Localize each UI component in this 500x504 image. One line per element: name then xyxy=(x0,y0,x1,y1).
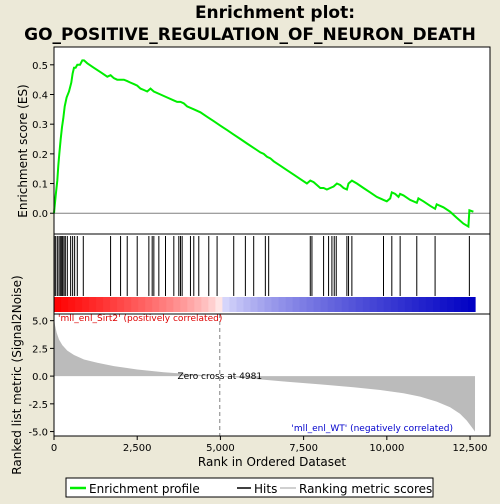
color-bar-segment xyxy=(194,297,202,312)
color-bar-segment xyxy=(383,297,392,312)
x-tick-label: 0 xyxy=(51,443,57,454)
metric-y-axis-label: Ranked list metric (Signal2Noise) xyxy=(10,275,24,474)
metric-y-tick-label: 2.5 xyxy=(32,344,48,355)
color-bar-segment xyxy=(229,297,238,312)
es-y-tick-label: 0.1 xyxy=(32,180,48,191)
color-bar-segment xyxy=(320,297,329,312)
color-bar-segment xyxy=(243,297,252,312)
color-bar-segment xyxy=(376,297,385,312)
metric-y-tick-label: -2.5 xyxy=(28,400,48,411)
enrichment-profile-line xyxy=(53,59,474,229)
metric-y-tick-label: 0.0 xyxy=(32,372,48,383)
color-bar-segment xyxy=(215,297,224,312)
legend-enrichment-label: Enrichment profile xyxy=(89,482,200,496)
x-axis-label: Rank in Ordered Dataset xyxy=(198,455,346,469)
color-bar-segment xyxy=(236,297,245,312)
color-bar-segment xyxy=(201,297,209,312)
metric-y-tick-label: 5.0 xyxy=(32,317,48,328)
x-tick-label: 2,500 xyxy=(123,443,152,454)
es-panel xyxy=(54,47,490,234)
color-bar-segment xyxy=(110,297,118,312)
es-y-tick-label: 0.4 xyxy=(32,90,48,101)
color-bar-segment xyxy=(173,297,181,312)
color-bar-segment xyxy=(369,297,378,312)
color-bar-segment xyxy=(397,297,406,312)
color-bar-segment xyxy=(250,297,259,312)
x-tick-label: 12,500 xyxy=(453,443,488,454)
x-tick-label: 10,000 xyxy=(369,443,404,454)
chart-title-line2: GO_POSITIVE_REGULATION_OF_NEURON_DEATH xyxy=(24,25,476,45)
color-bar-segment xyxy=(439,297,448,312)
x-tick-label: 7,500 xyxy=(289,443,318,454)
color-bar-segment xyxy=(89,297,97,312)
color-bar-segment xyxy=(390,297,399,312)
es-y-tick-label: 0.2 xyxy=(32,150,48,161)
color-bar-segment xyxy=(208,297,216,312)
color-bar-segment xyxy=(292,297,301,312)
color-bar-segment xyxy=(271,297,280,312)
color-bar-segment xyxy=(145,297,153,312)
es-y-axis: 0.0 0.1 0.2 0.3 0.4 0.5 xyxy=(32,61,54,220)
color-bar-segment xyxy=(222,297,231,312)
color-bar-segment xyxy=(460,297,469,312)
metric-y-tick-label: -5.0 xyxy=(28,428,48,439)
color-bar-segment xyxy=(327,297,336,312)
color-bar-segment xyxy=(362,297,371,312)
metric-y-axis: -5.0 -2.5 0.0 2.5 5.0 xyxy=(28,317,54,439)
es-y-tick-label: 0.5 xyxy=(32,61,48,72)
color-bar-segment xyxy=(264,297,273,312)
color-bar-segment xyxy=(313,297,322,312)
color-bar-segment xyxy=(468,297,476,312)
color-bar-segment xyxy=(138,297,146,312)
color-bar-segment xyxy=(278,297,287,312)
legend-hits-label: Hits xyxy=(254,482,277,496)
ranking-metric-area xyxy=(54,318,476,432)
color-bar-segment xyxy=(131,297,139,312)
color-bar-segment xyxy=(285,297,294,312)
color-bar-segment xyxy=(96,297,104,312)
color-bar-segment xyxy=(299,297,308,312)
color-bar-segment xyxy=(341,297,350,312)
x-tick-label: 5,000 xyxy=(206,443,235,454)
color-bar-segment xyxy=(453,297,462,312)
metric-panel-border xyxy=(53,313,491,437)
ranking-color-bar xyxy=(54,297,476,312)
color-bar-segment xyxy=(124,297,132,312)
color-bar-segment xyxy=(404,297,413,312)
color-bar-segment xyxy=(355,297,364,312)
color-bar-segment xyxy=(68,297,76,312)
color-bar-segment xyxy=(306,297,315,312)
color-bar-segment xyxy=(334,297,343,312)
es-y-tick-label: 0.3 xyxy=(32,120,48,131)
negative-correlation-label: 'mll_enl_WT' (negatively correlated) xyxy=(291,424,453,434)
es-y-axis-label: Enrichment score (ES) xyxy=(16,84,30,217)
positive-correlation-label: 'mll_enl_Sirt2' (positively correlated) xyxy=(58,314,222,324)
legend-metric-label: Ranking metric scores xyxy=(299,482,432,496)
x-axis: 0 2,500 5,000 7,500 10,000 12,500 xyxy=(51,436,488,454)
color-bar-segment xyxy=(103,297,111,312)
color-bar-segment xyxy=(187,297,195,312)
color-bar-segment xyxy=(418,297,427,312)
color-bar-segment xyxy=(180,297,188,312)
chart-title-line1: Enrichment plot: xyxy=(195,3,355,23)
color-bar-segment xyxy=(166,297,174,312)
color-bar-segment xyxy=(446,297,455,312)
color-bar-segment xyxy=(348,297,357,312)
color-bar-segment xyxy=(425,297,434,312)
color-bar-segment xyxy=(75,297,83,312)
color-bar-segment xyxy=(82,297,90,312)
color-bar-segment xyxy=(61,297,69,312)
zero-cross-label: Zero cross at 4981 xyxy=(177,372,262,382)
color-bar-segment xyxy=(159,297,167,312)
color-bar-segment xyxy=(257,297,266,312)
es-y-tick-label: 0.0 xyxy=(32,209,48,220)
color-bar-segment xyxy=(411,297,420,312)
color-bar-segment xyxy=(54,297,62,312)
color-bar-segment xyxy=(152,297,160,312)
color-bar-segment xyxy=(117,297,125,312)
color-bar-segment xyxy=(432,297,441,312)
